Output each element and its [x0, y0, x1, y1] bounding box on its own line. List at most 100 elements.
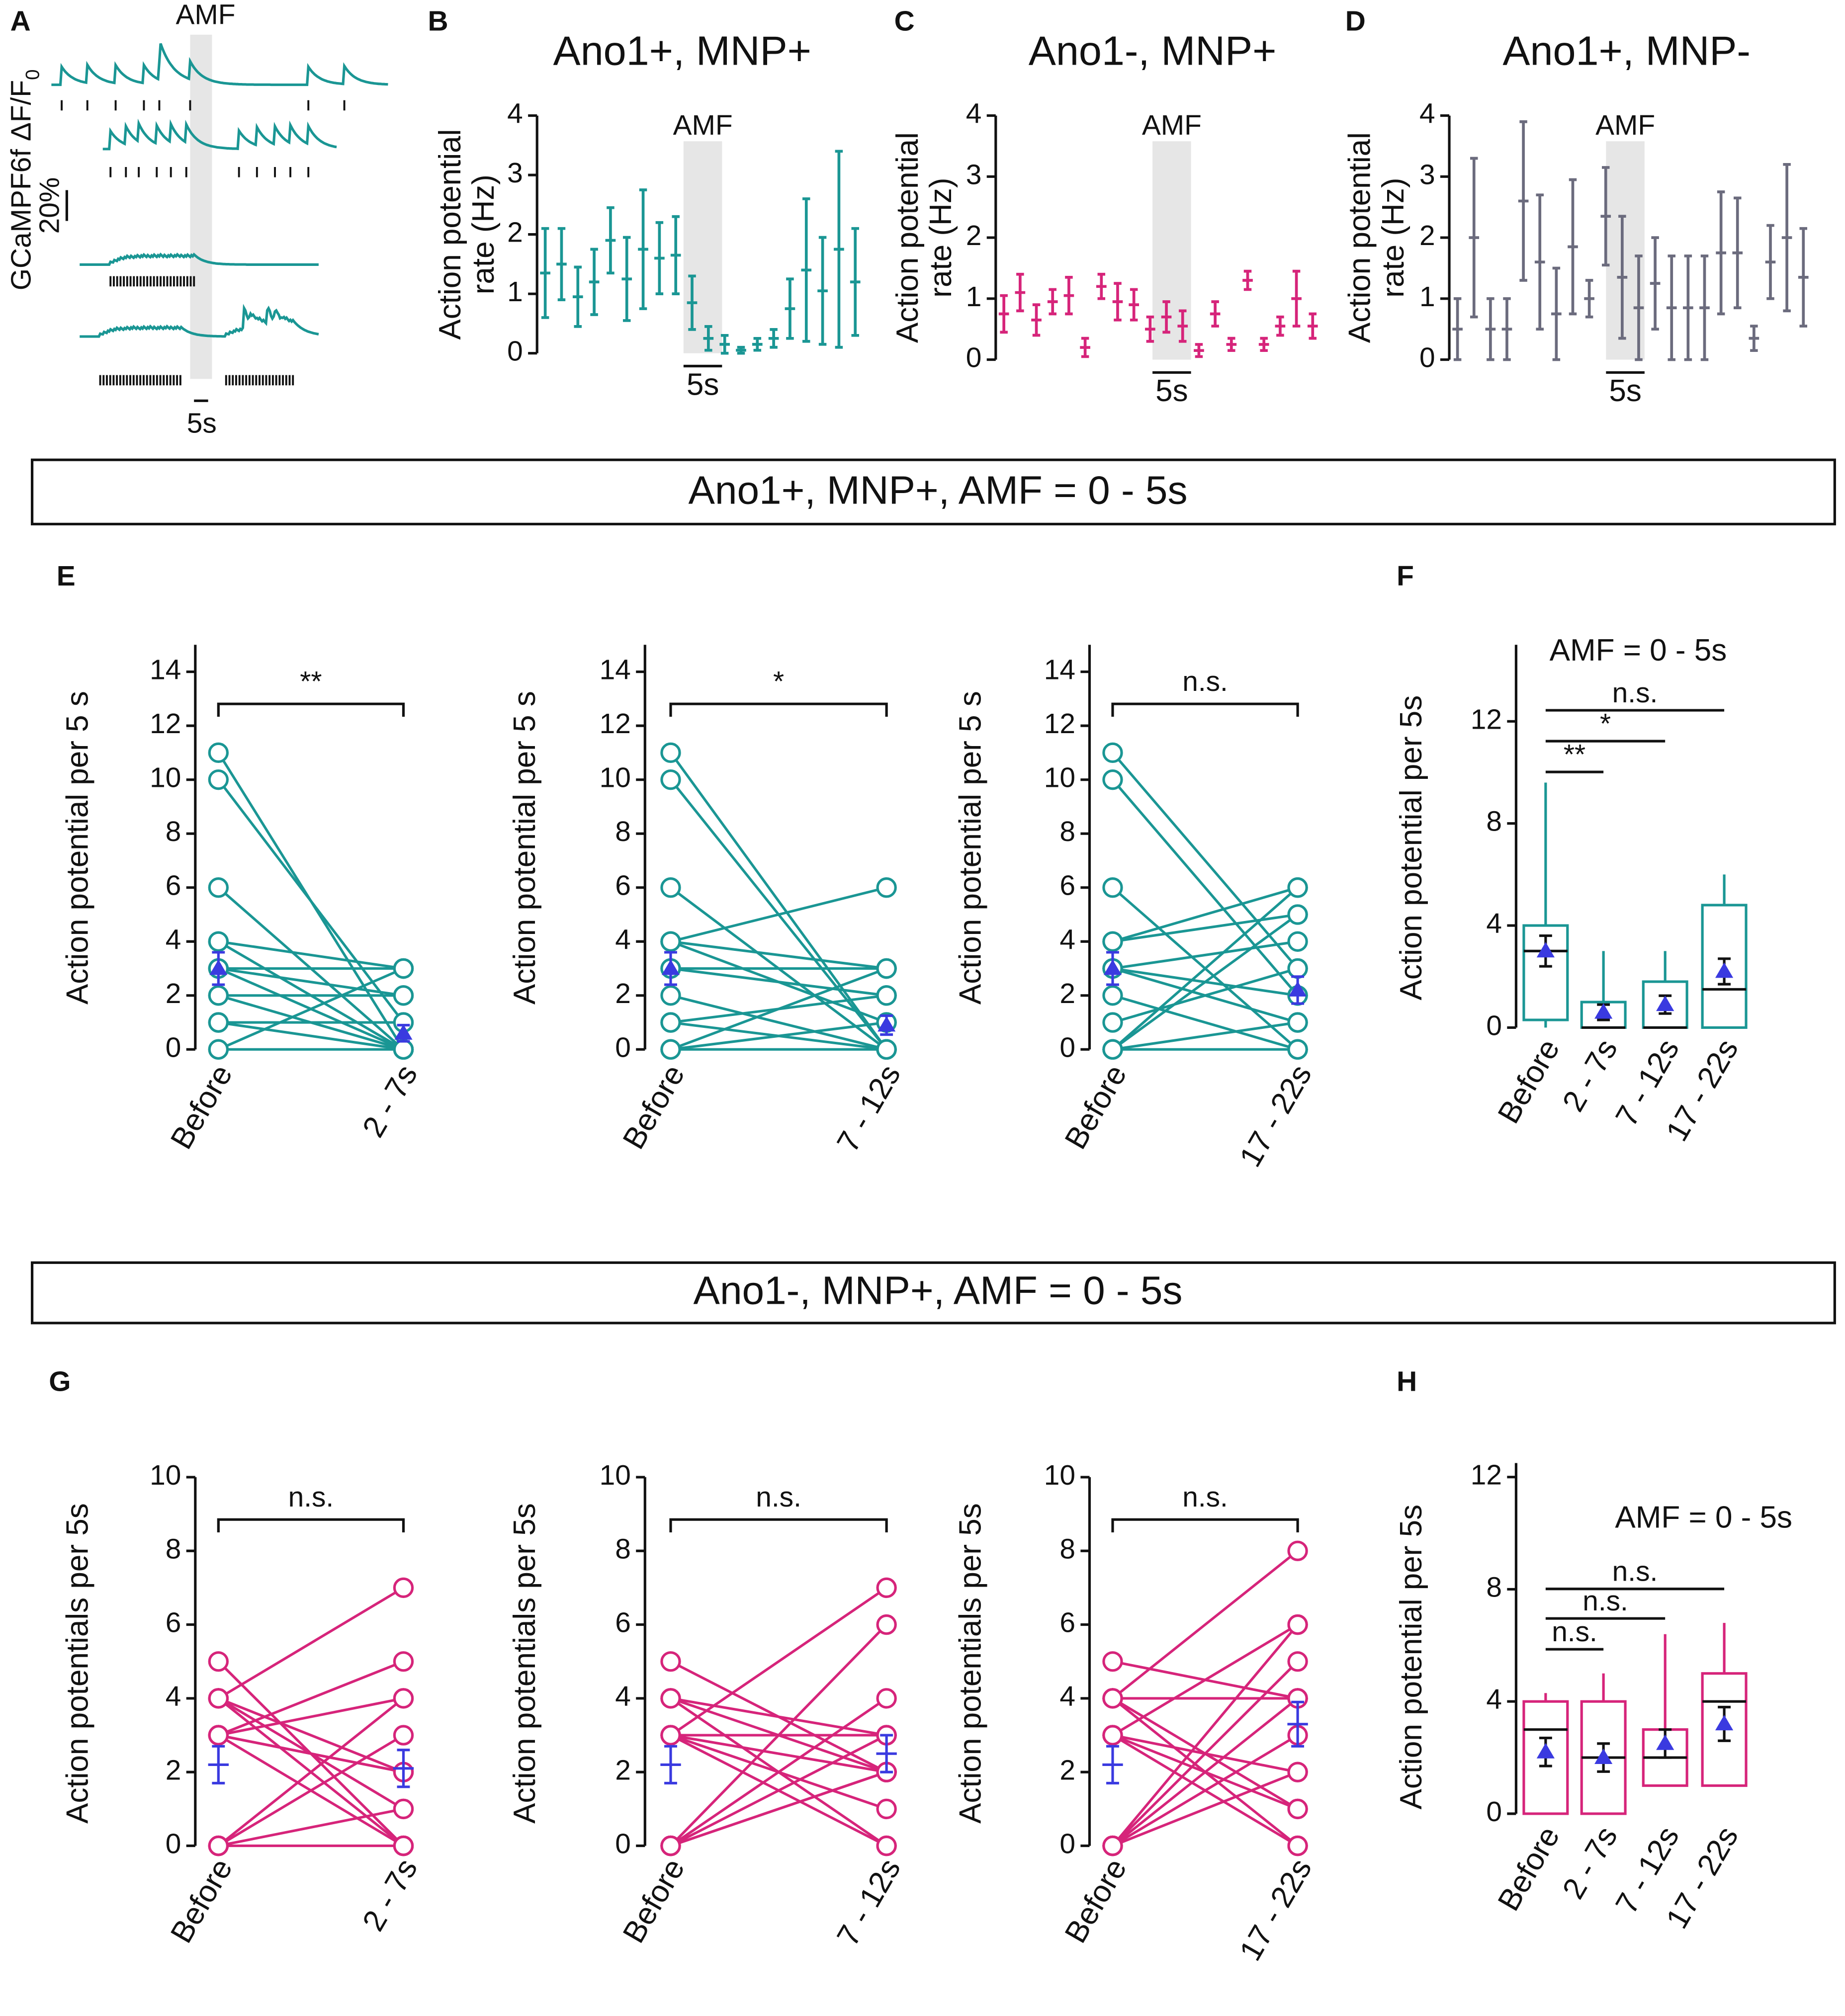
error-point	[1666, 254, 1677, 361]
y-tick-label: 10	[150, 1460, 181, 1491]
error-point	[1501, 297, 1512, 361]
y-tick-label: 6	[615, 870, 631, 902]
error-point	[1749, 325, 1759, 352]
significance-label: n.s.	[288, 1482, 334, 1513]
mean-marker	[1715, 962, 1734, 978]
y-tick-label: 2	[966, 220, 982, 252]
y-tick-label: 6	[166, 1607, 181, 1639]
y-tick-label: 1	[507, 276, 523, 308]
data-point	[876, 1835, 897, 1856]
pair-line	[1111, 1623, 1299, 1847]
error-point	[1765, 224, 1776, 300]
chart-title: Ano1-, MNP+	[1029, 27, 1277, 74]
y-tick-label: 0	[1059, 1032, 1075, 1063]
pair-line	[670, 1697, 887, 1737]
data-point	[1102, 1012, 1123, 1033]
y-tick-label: 0	[615, 1032, 631, 1063]
data-point	[393, 1798, 414, 1820]
y-tick-label: 4	[966, 98, 982, 130]
error-point	[1469, 157, 1480, 319]
y-tick-label: 6	[1059, 870, 1075, 902]
y-tick-label: 0	[615, 1829, 631, 1860]
y-tick-label: 6	[1059, 1607, 1075, 1639]
y-tick-label: 8	[615, 1533, 631, 1565]
pair-line	[670, 1770, 887, 1848]
y-tick-label: 12	[600, 708, 631, 740]
y-tick-label: 12	[1471, 1460, 1502, 1491]
annotation: AMF	[1142, 110, 1202, 141]
y-axis-label: Action potential	[1343, 132, 1377, 343]
data-point	[1287, 1012, 1308, 1033]
significance-label: *	[773, 666, 784, 697]
significance-bracket	[217, 1518, 405, 1533]
banner-box	[31, 1261, 1836, 1325]
error-point	[850, 227, 861, 337]
y-tick-label: 8	[166, 1533, 181, 1565]
data-point	[1287, 877, 1308, 898]
error-point	[1112, 282, 1123, 322]
y-tick-label: 2	[507, 217, 523, 249]
data-point	[1102, 1688, 1123, 1709]
y-axis-label: Action potentials per 5s	[954, 1503, 988, 1824]
banner-text: Ano1+, MNP+, AMF = 0 - 5s	[688, 468, 1187, 512]
data-point	[208, 1039, 229, 1060]
data-point	[1102, 742, 1123, 763]
error-point	[1177, 309, 1188, 343]
data-point	[208, 1835, 229, 1856]
error-point	[1275, 315, 1286, 337]
spike-raster	[61, 100, 346, 111]
error-point	[1015, 272, 1026, 313]
y-axis-label: rate (Hz)	[1376, 177, 1410, 297]
data-point	[876, 958, 897, 979]
y-tick-label: 2	[1059, 978, 1075, 1009]
y-tick-label: 4	[615, 1681, 631, 1712]
data-point	[393, 1835, 414, 1856]
banner-text: Ano1-, MNP+, AMF = 0 - 5s	[694, 1268, 1183, 1313]
pair-line	[1112, 940, 1298, 970]
pair-line	[1112, 778, 1299, 997]
pair-line	[670, 940, 887, 970]
error-point	[1063, 276, 1074, 316]
y-tick-label: 4	[166, 924, 181, 955]
y-tick-label: 0	[166, 1032, 181, 1063]
error-point	[1798, 227, 1809, 328]
annotation: AMF	[673, 110, 733, 141]
y-tick-label: 2	[1059, 1755, 1075, 1786]
data-point	[660, 1012, 681, 1033]
data-point	[1102, 931, 1123, 952]
error-point	[621, 236, 632, 322]
scale-label-x: 5s	[1609, 374, 1642, 408]
mean-marker	[394, 1024, 413, 1040]
data-point	[393, 1577, 414, 1598]
y-axis-label: Action potential per 5s	[1394, 1505, 1428, 1810]
error-point	[1650, 236, 1661, 331]
y-axis-label: GCaMPF6f ΔF/F0	[6, 69, 44, 290]
pair-line	[218, 967, 404, 997]
pair-line	[1112, 1021, 1298, 1051]
pair-line	[1112, 1697, 1299, 1847]
y-tick-label: 4	[166, 1681, 181, 1712]
y-tick-label: 1	[966, 281, 982, 313]
data-point	[393, 958, 414, 979]
amf-shade	[190, 34, 212, 379]
error-point	[1161, 300, 1172, 334]
calcium-trace	[51, 43, 388, 86]
panel-label: C	[894, 6, 915, 37]
error-point	[801, 197, 812, 343]
data-point	[208, 769, 229, 790]
box	[1701, 1672, 1748, 1787]
data-point	[876, 1798, 897, 1820]
mean-marker	[661, 959, 680, 975]
pair-line	[217, 1734, 404, 1847]
data-point	[1102, 1725, 1123, 1746]
error-point	[1291, 269, 1302, 328]
banner-box	[31, 458, 1836, 525]
error-point	[1617, 215, 1628, 340]
calcium-trace	[102, 118, 337, 151]
chart-title: Ano1+, MNP+	[553, 27, 811, 74]
y-tick-label: 6	[615, 1607, 631, 1639]
chart-title: Ano1+, MNP-	[1502, 27, 1751, 74]
error-point	[1258, 336, 1269, 352]
mean-marker	[1594, 1749, 1613, 1764]
pair-line	[1112, 1770, 1299, 1847]
